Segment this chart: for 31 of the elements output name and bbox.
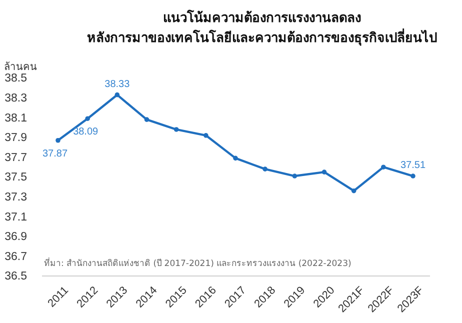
- data-label: 38.33: [104, 78, 130, 90]
- y-tick-label: 37.7: [4, 152, 27, 164]
- y-tick-label: 38.5: [4, 72, 27, 85]
- point: [351, 188, 356, 194]
- y-tick-label: 36.7: [4, 250, 27, 263]
- point: [85, 116, 90, 121]
- y-tick-label: 37.3: [4, 191, 27, 204]
- data-label: 37.87: [42, 148, 68, 160]
- y-tick-label: 36.5: [4, 270, 27, 283]
- y-tick-label: 36.9: [4, 231, 27, 244]
- y-tick-label: 38.3: [4, 92, 27, 104]
- point: [204, 133, 208, 138]
- point: [381, 164, 386, 170]
- y-tick-label: 37.5: [4, 172, 27, 184]
- chart-title: แนวโน้มความต้องการแรงงานลดลง หลังการมาของเทคโนโลยีและความต้องการของธุรกิจเปลี่ยนไป: [87, 9, 437, 46]
- y-tick-label: 37.9: [4, 132, 27, 144]
- point: [292, 174, 298, 178]
- point: [262, 166, 268, 172]
- annotation: ที่มา: สำนักงานสถิติแห่งชาติ (ปี 2017-2021) และกระทรวงแรงงาน (2022-2023): [44, 257, 352, 269]
- point: [233, 156, 238, 161]
- y-axis-title: ล้านคน: [4, 61, 37, 73]
- y-tick-label: 38.1: [4, 112, 27, 124]
- y-tick-label: 37.1: [4, 211, 27, 224]
- point: [144, 117, 150, 122]
- data-label: 37.51: [400, 160, 426, 172]
- point: [322, 170, 327, 174]
- point: [56, 138, 60, 143]
- point: [410, 174, 416, 178]
- point: [174, 127, 179, 132]
- point: [114, 92, 120, 98]
- data-label: 38.09: [73, 126, 99, 138]
